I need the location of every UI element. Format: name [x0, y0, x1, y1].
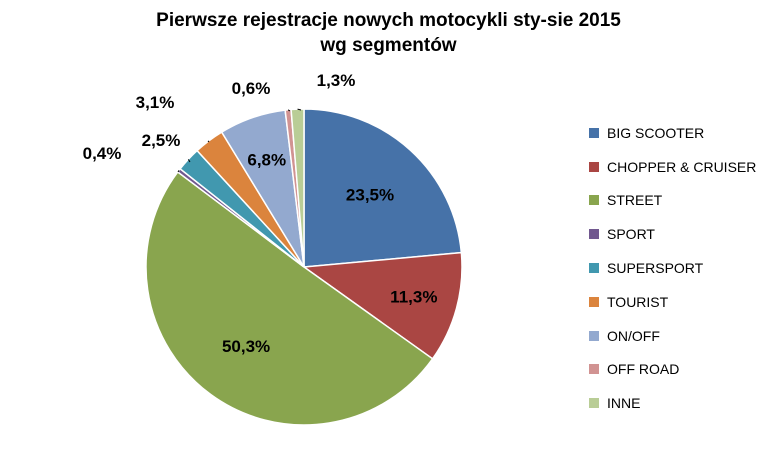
- legend-swatch: [589, 229, 599, 240]
- legend-item-big-scooter: BIG SCOOTER: [589, 116, 756, 150]
- chart-title-line-2: wg segmentów: [320, 35, 457, 56]
- legend-swatch: [589, 364, 599, 375]
- data-label-chopper-cruiser: 11,3%: [390, 288, 437, 307]
- legend-swatch: [589, 296, 599, 307]
- legend-label: INNE: [607, 395, 641, 412]
- legend-item-tourist: TOURIST: [589, 285, 756, 319]
- legend-label: SUPERSPORT: [607, 260, 704, 277]
- legend-swatch: [589, 398, 599, 409]
- chart-title-line-1: Pierwsze rejestracje nowych motocykli st…: [156, 10, 621, 31]
- legend-item-street: STREET: [589, 184, 756, 218]
- data-label-sport: 0,4%: [83, 144, 122, 163]
- legend-item-chopper-cruiser: CHOPPER & CRUISER: [589, 150, 756, 184]
- leader-line-inne: [297, 108, 302, 111]
- legend-swatch: [589, 195, 599, 206]
- legend-label: STREET: [607, 192, 663, 209]
- leader-line-tourist: [207, 140, 210, 143]
- chart-title: Pierwsze rejestracje nowych motocykli st…: [0, 8, 777, 58]
- data-label-on-off: 6,8%: [247, 151, 286, 170]
- legend-label: BIG SCOOTER: [607, 124, 705, 141]
- data-label-street: 50,3%: [222, 337, 270, 356]
- legend-item-on-off: ON/OFF: [589, 319, 756, 353]
- leader-line-supersport: [187, 159, 191, 163]
- legend-label: SPORT: [607, 226, 655, 243]
- legend-swatch: [589, 127, 599, 138]
- legend-swatch: [589, 161, 599, 172]
- legend-item-supersport: SUPERSPORT: [589, 251, 756, 285]
- data-label-inne: 1,3%: [317, 71, 356, 90]
- pie-slice-big-scooter: [303, 108, 463, 268]
- data-label-big-scooter: 23,5%: [346, 186, 394, 205]
- legend-label: OFF ROAD: [607, 361, 680, 378]
- data-label-tourist: 3,1%: [136, 93, 175, 112]
- leader-line-sport: [177, 170, 180, 173]
- legend-label: ON/OFF: [607, 327, 660, 344]
- legend-item-inne: INNE: [589, 386, 756, 420]
- legend-swatch: [589, 330, 599, 341]
- data-label-supersport: 2,5%: [142, 131, 181, 150]
- pie-slice-chopper-cruiser: [301, 251, 463, 360]
- leader-line-off-road: [287, 109, 291, 112]
- legend-label: TOURIST: [607, 293, 669, 310]
- legend-item-off-road: OFF ROAD: [589, 353, 756, 387]
- legend-label: CHOPPER & CRUISER: [607, 158, 757, 175]
- data-label-off-road: 0,6%: [232, 79, 271, 98]
- legend-item-sport: SPORT: [589, 217, 756, 251]
- pie-slice-street: [145, 170, 434, 426]
- legend-swatch: [589, 263, 599, 274]
- legend: BIG SCOOTER CHOPPER & CRUISER STREET SPORT S…: [589, 116, 756, 420]
